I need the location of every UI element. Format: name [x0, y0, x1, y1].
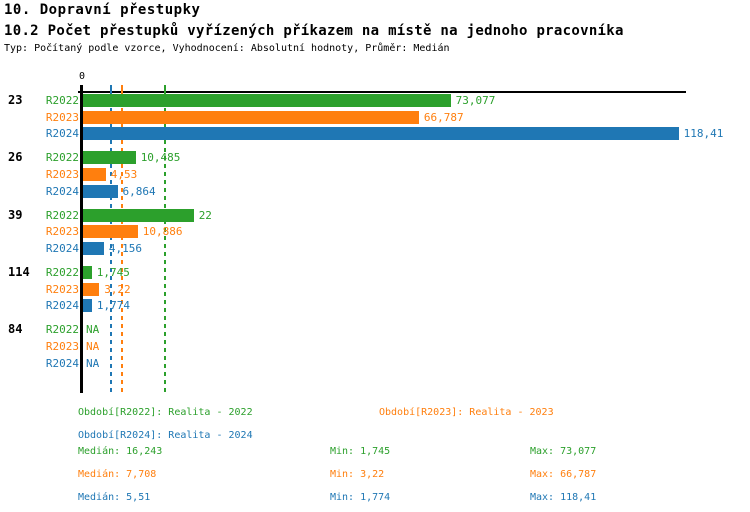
- group-label: 26: [8, 150, 23, 165]
- bar: [83, 225, 138, 239]
- bar: [83, 94, 451, 107]
- bar-value-label: NA: [86, 323, 100, 337]
- stat-min-r2022: Min: 1,745: [330, 446, 391, 457]
- median-tick-r2023: [120, 85, 123, 92]
- bar-value-label: NA: [86, 339, 100, 353]
- bar: [83, 265, 92, 279]
- series-label: R2023: [45, 282, 79, 296]
- stat-min-r2023: Min: 3,22: [330, 469, 385, 480]
- stat-median-r2022: Medián: 16,243: [78, 446, 163, 457]
- legend-item-r2023: Období[R2023]: Realita - 2023: [379, 407, 554, 418]
- series-label: R2024: [45, 356, 79, 370]
- bar-value-label: 10,485: [140, 151, 181, 165]
- series-label: R2023: [45, 225, 79, 239]
- bar-value-label: 118,41: [683, 127, 724, 141]
- stat-max-r2023: Max: 66,787: [530, 469, 597, 480]
- bar-value-label: 1,774: [96, 299, 131, 313]
- bar: [83, 184, 118, 198]
- bar-value-label: 10,886: [142, 225, 183, 239]
- series-label: R2023: [45, 110, 79, 124]
- series-label: R2022: [45, 265, 79, 279]
- series-label: R2022: [45, 94, 79, 107]
- stat-median-r2024: Medián: 5,51: [78, 492, 151, 503]
- y-axis-line: [80, 85, 83, 393]
- stat-max-r2022: Max: 73,077: [530, 446, 597, 457]
- group-label: 114: [8, 264, 30, 279]
- bar-value-label: 4,156: [108, 242, 143, 255]
- legend-item-r2024: Období[R2024]: Realita - 2024: [78, 430, 253, 441]
- bar-value-label: 6,864: [122, 184, 156, 198]
- series-label: R2022: [45, 323, 79, 337]
- series-label: R2024: [45, 184, 79, 198]
- legend-item-r2022: Období[R2022]: Realita - 2022: [78, 407, 253, 418]
- group-label: 84: [8, 322, 23, 337]
- series-label: R2023: [45, 168, 79, 181]
- bar: [83, 242, 104, 255]
- report-section-title: 10. Dopravní přestupky: [4, 2, 201, 18]
- series-label: R2023: [45, 339, 79, 353]
- bar: [83, 151, 136, 165]
- bar-value-label: 3,22: [104, 282, 131, 296]
- x-axis-line: [78, 91, 686, 93]
- group-label: 23: [8, 93, 23, 107]
- median-tick-r2024: [109, 85, 112, 92]
- bar-value-label: 1,745: [96, 265, 130, 279]
- chart-subtitle: Typ: Počítaný podle vzorce, Vyhodnocení:…: [4, 43, 450, 54]
- bar: [83, 208, 194, 222]
- bar-value-label: 4,53: [110, 168, 138, 181]
- series-label: R2022: [45, 208, 79, 222]
- median-gridline-r2023: [120, 92, 123, 393]
- bar: [83, 168, 106, 181]
- bar: [83, 127, 679, 141]
- stat-min-r2024: Min: 1,774: [330, 492, 391, 503]
- series-label: R2024: [45, 127, 79, 141]
- bar: [83, 282, 100, 296]
- stat-median-r2023: Medián: 7,708: [78, 469, 157, 480]
- series-label: R2024: [45, 299, 79, 313]
- series-label: R2022: [45, 151, 79, 165]
- bar: [83, 299, 92, 313]
- median-gridline-r2022: [163, 92, 166, 393]
- stat-max-r2024: Max: 118,41: [530, 492, 597, 503]
- bar-value-label: 66,787: [423, 110, 464, 124]
- bar-value-label: 22: [198, 208, 212, 222]
- bar-value-label: 73,077: [455, 94, 496, 107]
- x-axis-zero-tick-label: 0: [78, 71, 86, 82]
- bar: [83, 110, 419, 124]
- bar-value-label: NA: [86, 356, 100, 370]
- series-label: R2024: [45, 242, 79, 255]
- median-tick-r2022: [163, 85, 166, 92]
- group-label: 39: [8, 207, 23, 222]
- chart-title: 10.2 Počet přestupků vyřízených příkazem…: [4, 23, 624, 39]
- median-gridline-r2024: [109, 92, 112, 393]
